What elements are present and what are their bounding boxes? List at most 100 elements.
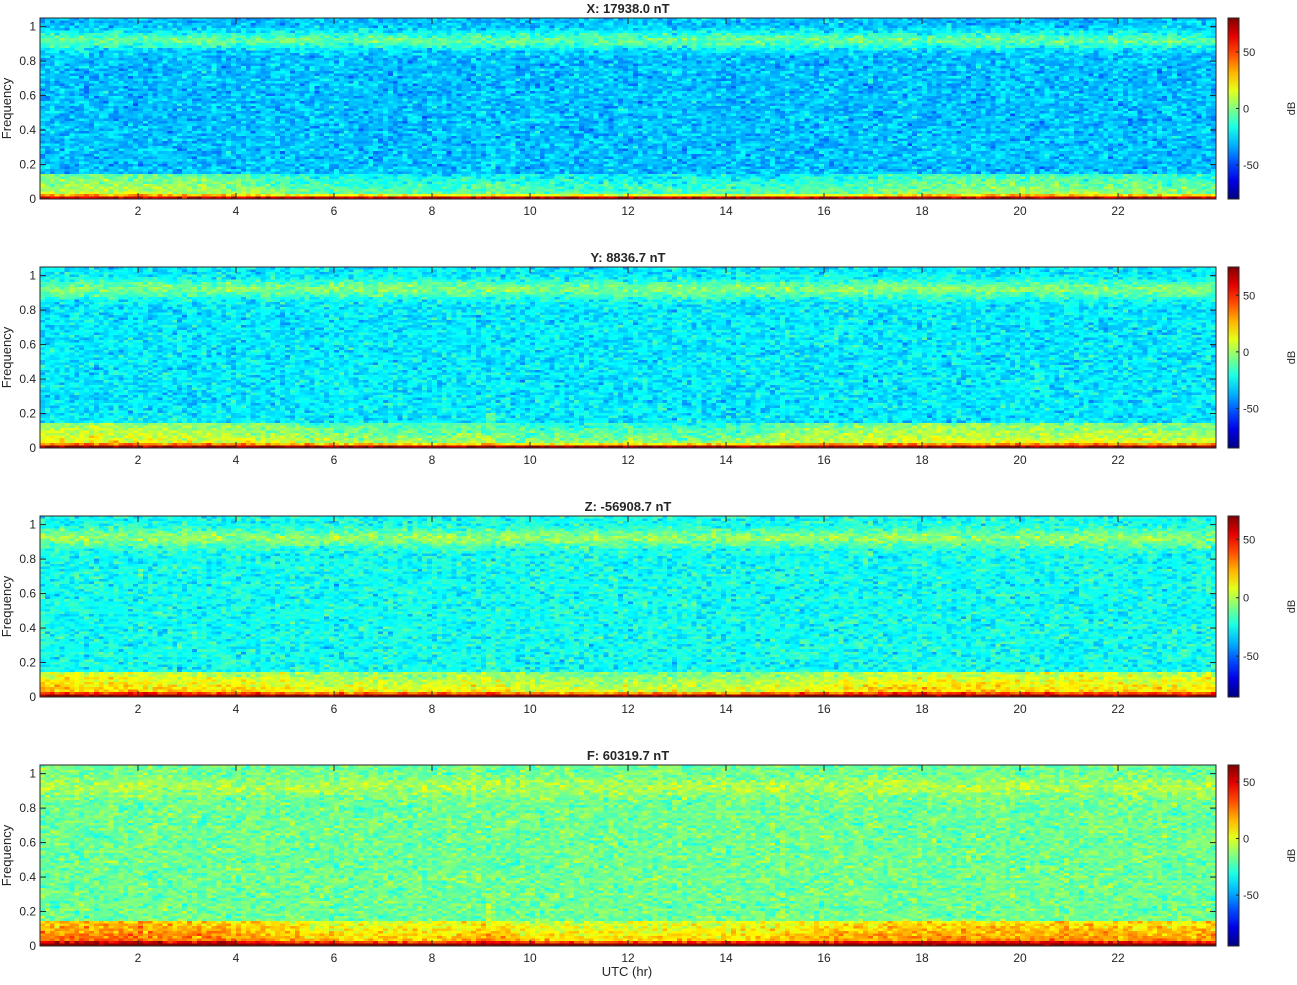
x-tick-label: 10 [523, 453, 537, 467]
x-tick-label: 12 [621, 702, 635, 716]
colorbar [1227, 764, 1240, 947]
y-tick-label: 0.6 [19, 338, 36, 352]
x-tick-label: 22 [1111, 204, 1125, 218]
panel-0: X: 17938.0 nT2 4 6 8 10 12 14 16 18 20 2200.20.40.… [0, 1, 1297, 218]
colorbar-tick-label: -50 [1243, 651, 1259, 663]
x-tick-label: 12 [621, 204, 635, 218]
y-tick-label: 0.2 [19, 407, 36, 421]
x-tick-label: 2 [135, 702, 142, 716]
y-tick-label: 0.2 [19, 158, 36, 172]
colorbar-tick-label: 0 [1243, 104, 1249, 116]
colorbar [1227, 515, 1240, 698]
y-tick-label: 0.4 [19, 870, 36, 884]
panel-title: Z: -56908.7 nT [585, 499, 672, 514]
x-tick-label: 14 [719, 453, 733, 467]
x-tick-label: 2 [135, 951, 142, 965]
spectrogram-image [40, 267, 1216, 448]
colorbar-label: dB [1286, 600, 1297, 613]
panel-title: F: 60319.7 nT [587, 748, 669, 763]
x-tick-label: 18 [915, 204, 929, 218]
y-tick-label: 1 [29, 518, 36, 532]
x-tick-label: 14 [719, 702, 733, 716]
x-tick-label: 14 [719, 951, 733, 965]
panel-2: Z: -56908.7 nT2 4 6 8 10 12 14 16 18 20 2200.20.40… [0, 499, 1297, 716]
y-tick-label: 0 [29, 690, 36, 704]
x-tick-label: 8 [429, 204, 436, 218]
spectrogram-image [40, 18, 1216, 199]
x-tick-label: 18 [915, 951, 929, 965]
x-tick-label: 8 [429, 951, 436, 965]
colorbar-tick-label: -50 [1243, 890, 1259, 902]
y-tick-label: 0 [29, 192, 36, 206]
y-tick-label: 0.6 [19, 587, 36, 601]
x-tick-label: 6 [331, 702, 338, 716]
x-tick-label: 4 [233, 453, 240, 467]
x-tick-label: 16 [817, 204, 831, 218]
x-tick-label: 18 [915, 453, 929, 467]
panel-3: F: 60319.7 nT2 4 6 8 10 12 14 16 18 20 2200.20.40.… [0, 748, 1297, 965]
colorbar-tick-label: 50 [1243, 47, 1255, 59]
x-tick-label: 6 [331, 453, 338, 467]
y-tick-label: 0.4 [19, 621, 36, 635]
x-tick-label: 20 [1013, 702, 1027, 716]
y-axis-label: Frequency [0, 326, 14, 388]
x-tick-label: 4 [233, 204, 240, 218]
colorbar-tick-label: 0 [1243, 347, 1249, 359]
colorbar-tick-label: 50 [1243, 534, 1255, 546]
x-tick-label: 10 [523, 702, 537, 716]
colorbar-tick-label: 0 [1243, 593, 1249, 605]
x-tick-label: 8 [429, 453, 436, 467]
y-tick-label: 0.8 [19, 552, 36, 566]
y-tick-label: 1 [29, 269, 36, 283]
colorbar-label: dB [1286, 849, 1297, 862]
y-tick-label: 0.6 [19, 89, 36, 103]
x-tick-label: 22 [1111, 702, 1125, 716]
x-tick-label: 4 [233, 951, 240, 965]
colorbar-label: dB [1286, 102, 1297, 115]
x-tick-label: 20 [1013, 204, 1027, 218]
x-tick-label: 22 [1111, 453, 1125, 467]
colorbar-tick-label: 50 [1243, 290, 1255, 302]
panel-title: Y: 8836.7 nT [591, 250, 666, 265]
x-tick-label: 10 [523, 204, 537, 218]
y-tick-label: 0.2 [19, 656, 36, 670]
y-tick-label: 0.8 [19, 801, 36, 815]
y-axis-label: Frequency [0, 575, 14, 637]
colorbar-label: dB [1286, 351, 1297, 364]
y-axis-label: Frequency [0, 77, 14, 139]
x-tick-label: 20 [1013, 453, 1027, 467]
x-tick-label: 14 [719, 204, 733, 218]
colorbar [1227, 266, 1240, 449]
x-tick-label: 10 [523, 951, 537, 965]
panel-1: Y: 8836.7 nT2 4 6 8 10 12 14 16 18 20 2200.20.40.6… [0, 250, 1297, 467]
x-axis-label: UTC (hr) [602, 964, 653, 979]
y-tick-label: 0 [29, 939, 36, 953]
spectrogram-image [40, 765, 1216, 946]
x-tick-label: 22 [1111, 951, 1125, 965]
y-tick-label: 0.4 [19, 123, 36, 137]
x-tick-label: 12 [621, 951, 635, 965]
y-axis-label: Frequency [0, 824, 14, 886]
x-tick-label: 20 [1013, 951, 1027, 965]
y-tick-label: 1 [29, 20, 36, 34]
colorbar-tick-label: -50 [1243, 160, 1259, 172]
x-tick-label: 18 [915, 702, 929, 716]
x-tick-label: 6 [331, 951, 338, 965]
colorbar-tick-label: 50 [1243, 777, 1255, 789]
x-tick-label: 16 [817, 951, 831, 965]
y-tick-label: 0.6 [19, 836, 36, 850]
x-tick-label: 2 [135, 453, 142, 467]
x-tick-label: 12 [621, 453, 635, 467]
y-tick-label: 0.2 [19, 905, 36, 919]
y-tick-label: 0.4 [19, 372, 36, 386]
spectrogram-image [40, 516, 1216, 697]
x-tick-label: 6 [331, 204, 338, 218]
colorbar-tick-label: 0 [1243, 834, 1249, 846]
panel-title: X: 17938.0 nT [586, 1, 669, 16]
y-tick-label: 1 [29, 767, 36, 781]
x-tick-label: 2 [135, 204, 142, 218]
x-tick-label: 4 [233, 702, 240, 716]
x-tick-label: 16 [817, 702, 831, 716]
